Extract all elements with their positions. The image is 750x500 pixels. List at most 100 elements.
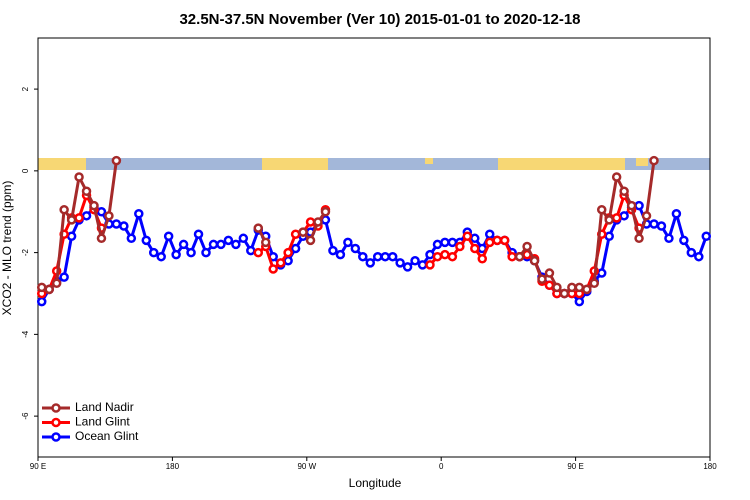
data-point [171,249,181,260]
data-point [290,243,301,254]
data-point [141,235,152,246]
data-point [178,239,189,250]
y-tick-label: -6 [21,412,30,420]
data-point [544,268,555,278]
y-tick-label: 0 [21,168,30,173]
x-tick-label: 90 E [30,462,46,471]
data-point [432,251,443,262]
data-point [611,172,622,182]
legend-label: Land Nadir [75,400,134,414]
data-point [604,231,614,242]
data-point [589,278,600,289]
legend-marker [51,432,61,442]
data-point [455,241,465,252]
data-point [201,247,211,258]
data-point [148,247,159,258]
data-point [649,155,659,166]
series [36,155,659,299]
y-tick-label: -2 [21,249,30,257]
data-point [552,282,562,293]
data-point [701,231,712,242]
data-point [447,237,458,248]
data-point [425,249,435,260]
data-point [492,235,502,246]
data-point [484,229,495,239]
data-point [36,282,47,293]
x-tick-label: 180 [703,462,717,471]
data-point [253,247,264,258]
data-point [208,239,219,250]
data-point [395,258,405,268]
data-point [59,204,69,215]
data-point [96,233,107,244]
data-point [462,231,473,242]
data-point [604,215,614,225]
data-point [260,237,271,248]
data-point [186,247,196,258]
data-point [425,260,435,270]
series-line [41,193,641,295]
data-point [81,186,92,197]
data-point [223,235,234,246]
data-point [89,200,99,211]
data-point [104,211,114,221]
data-point [559,288,570,299]
legend-label: Land Glint [75,415,130,429]
data-point [574,282,585,293]
data-point [694,251,704,262]
data-point [499,235,510,246]
data-point [111,155,122,166]
data-point [74,172,84,182]
data-point [365,258,376,268]
data-point [514,251,525,262]
data-point [335,249,346,260]
data-point [358,251,368,262]
data-point [596,268,607,278]
data-point [440,249,450,260]
data-point [119,221,129,231]
x-tick-label: 0 [439,462,444,471]
legend-marker [51,403,61,413]
data-point [66,231,77,242]
data-point [679,235,689,246]
data-point [529,256,540,266]
y-tick-label: -4 [21,330,30,338]
data-point [574,296,585,307]
data-point [432,239,443,250]
data-point [305,217,316,227]
data-point [522,241,532,252]
data-point [96,206,107,217]
legend-label: Ocean Glint [75,429,139,443]
data-point [671,209,682,219]
data-point [417,260,428,270]
data-point [74,213,84,223]
data-point [372,251,383,262]
data-point [664,233,674,244]
land-mask [38,158,710,170]
y-axis-label: XCO2 - MLO trend (ppm) [0,181,14,316]
data-point [686,247,697,258]
x-axis-label: Longitude [349,476,402,490]
data-point [387,251,398,262]
data-point [111,219,122,229]
data-point [134,209,144,219]
data-point [440,237,450,248]
data-point [537,274,547,284]
data-point [634,200,644,211]
data-point [484,237,495,248]
data-point [641,211,652,221]
data-point [126,233,137,244]
data-point [634,233,644,244]
chart-title: 32.5N-37.5N November (Ver 10) 2015-01-01… [179,11,580,28]
data-point [626,200,637,211]
data-point [81,211,92,221]
data-point [305,235,316,246]
data-point [619,211,629,221]
legend-marker [51,417,61,428]
data-point [59,272,69,282]
data-point [156,251,166,262]
data-point [283,247,293,258]
data-point [470,243,480,254]
